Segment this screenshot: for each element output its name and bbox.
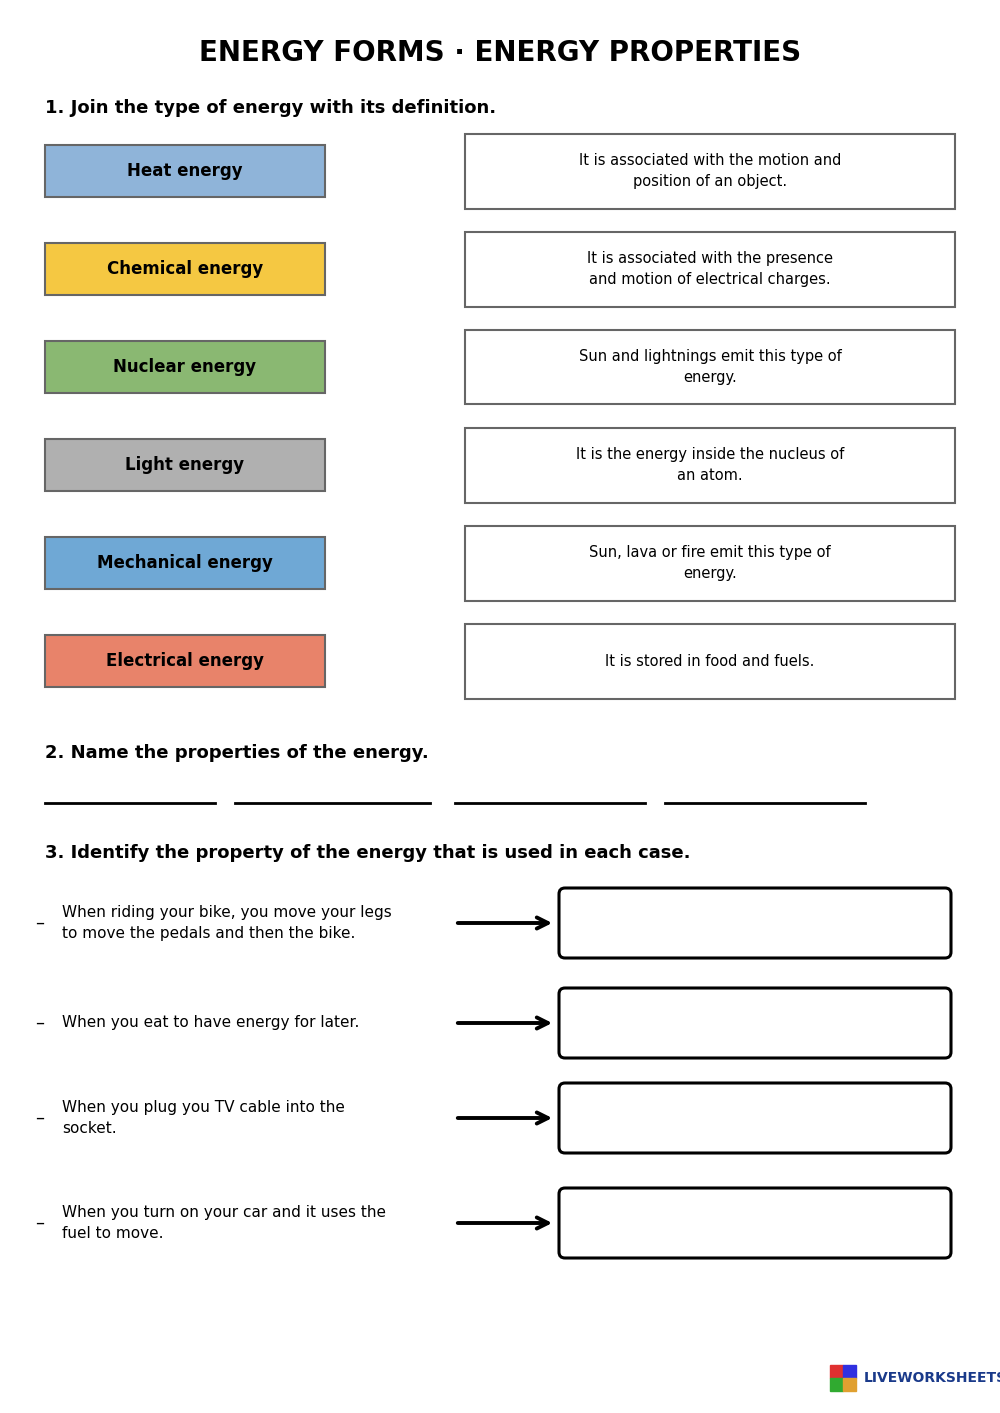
Text: 3. Identify the property of the energy that is used in each case.: 3. Identify the property of the energy t…	[45, 844, 690, 862]
FancyBboxPatch shape	[465, 133, 955, 209]
Text: Mechanical energy: Mechanical energy	[97, 554, 273, 572]
Text: It is associated with the motion and
position of an object.: It is associated with the motion and pos…	[579, 153, 841, 189]
FancyBboxPatch shape	[465, 232, 955, 307]
Text: –: –	[36, 1109, 44, 1128]
FancyBboxPatch shape	[559, 1082, 951, 1153]
FancyBboxPatch shape	[45, 634, 325, 687]
Text: When you eat to have energy for later.: When you eat to have energy for later.	[62, 1016, 359, 1030]
FancyBboxPatch shape	[45, 537, 325, 589]
FancyBboxPatch shape	[465, 623, 955, 698]
FancyBboxPatch shape	[45, 439, 325, 490]
Text: –: –	[36, 1214, 44, 1232]
Text: It is associated with the presence
and motion of electrical charges.: It is associated with the presence and m…	[587, 252, 833, 287]
Text: When you turn on your car and it uses the
fuel to move.: When you turn on your car and it uses th…	[62, 1205, 386, 1241]
Text: Light energy: Light energy	[125, 456, 245, 473]
FancyBboxPatch shape	[559, 1188, 951, 1258]
FancyBboxPatch shape	[45, 243, 325, 295]
Text: Electrical energy: Electrical energy	[106, 651, 264, 670]
Bar	[843, 1365, 856, 1378]
Text: 2. Name the properties of the energy.: 2. Name the properties of the energy.	[45, 745, 429, 762]
FancyBboxPatch shape	[465, 329, 955, 404]
Text: It is the energy inside the nucleus of
an atom.: It is the energy inside the nucleus of a…	[576, 447, 844, 483]
Text: Chemical energy: Chemical energy	[107, 260, 263, 278]
Text: 1. Join the type of energy with its definition.: 1. Join the type of energy with its defi…	[45, 99, 496, 117]
FancyBboxPatch shape	[559, 988, 951, 1058]
Text: –: –	[36, 1015, 44, 1031]
FancyBboxPatch shape	[465, 428, 955, 503]
Text: When riding your bike, you move your legs
to move the pedals and then the bike.: When riding your bike, you move your leg…	[62, 906, 392, 941]
Bar	[830, 1378, 843, 1390]
Text: When you plug you TV cable into the
socket.: When you plug you TV cable into the sock…	[62, 1101, 345, 1136]
Bar	[830, 1365, 843, 1378]
Text: Sun, lava or fire emit this type of
energy.: Sun, lava or fire emit this type of ener…	[589, 545, 831, 581]
Text: Heat energy: Heat energy	[127, 162, 243, 179]
Text: –: –	[36, 914, 44, 933]
Text: ENERGY FORMS · ENERGY PROPERTIES: ENERGY FORMS · ENERGY PROPERTIES	[199, 40, 801, 66]
FancyBboxPatch shape	[45, 341, 325, 393]
FancyBboxPatch shape	[559, 887, 951, 958]
FancyBboxPatch shape	[465, 526, 955, 601]
FancyBboxPatch shape	[45, 146, 325, 196]
Text: Nuclear energy: Nuclear energy	[113, 357, 257, 376]
Text: Sun and lightnings emit this type of
energy.: Sun and lightnings emit this type of ene…	[579, 349, 841, 384]
Text: It is stored in food and fuels.: It is stored in food and fuels.	[605, 653, 815, 668]
Bar	[843, 1378, 856, 1390]
Text: LIVEWORKSHEETS: LIVEWORKSHEETS	[864, 1371, 1000, 1385]
